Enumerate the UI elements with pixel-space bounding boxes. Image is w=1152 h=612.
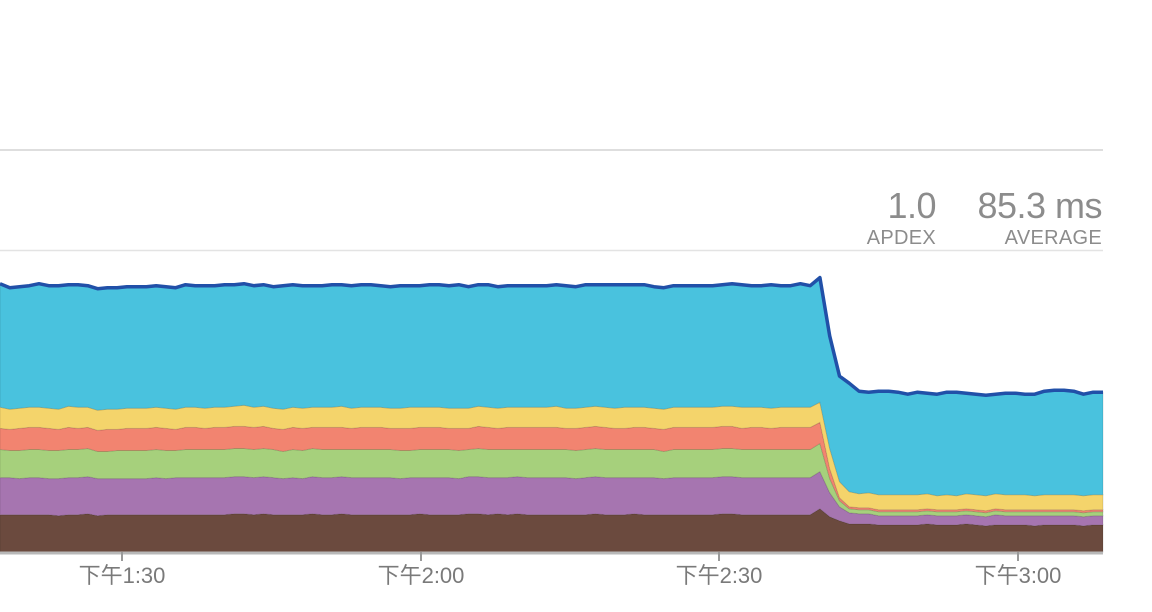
x-tick-label: 下午2:00 — [378, 563, 465, 588]
apdex-metric: 1.0 APDEX — [866, 185, 937, 250]
x-axis: 下午1:30 下午2:00 下午2:30 下午3:00 — [0, 551, 1103, 588]
apdex-label: APDEX — [866, 227, 936, 249]
average-value: 85.3 ms — [977, 185, 1102, 226]
area-series-group — [0, 276, 1104, 553]
average-metric: 85.3 ms AVERAGE — [977, 186, 1102, 250]
average-label: AVERAGE — [1004, 227, 1102, 249]
total-line — [0, 275, 1103, 397]
x-tick-label: 下午3:00 — [975, 563, 1062, 588]
x-tick-label: 下午2:30 — [676, 563, 763, 588]
x-tick-label: 下午1:30 — [79, 563, 166, 588]
apdex-value: 1.0 — [887, 185, 936, 226]
total-line-group — [0, 275, 1103, 397]
